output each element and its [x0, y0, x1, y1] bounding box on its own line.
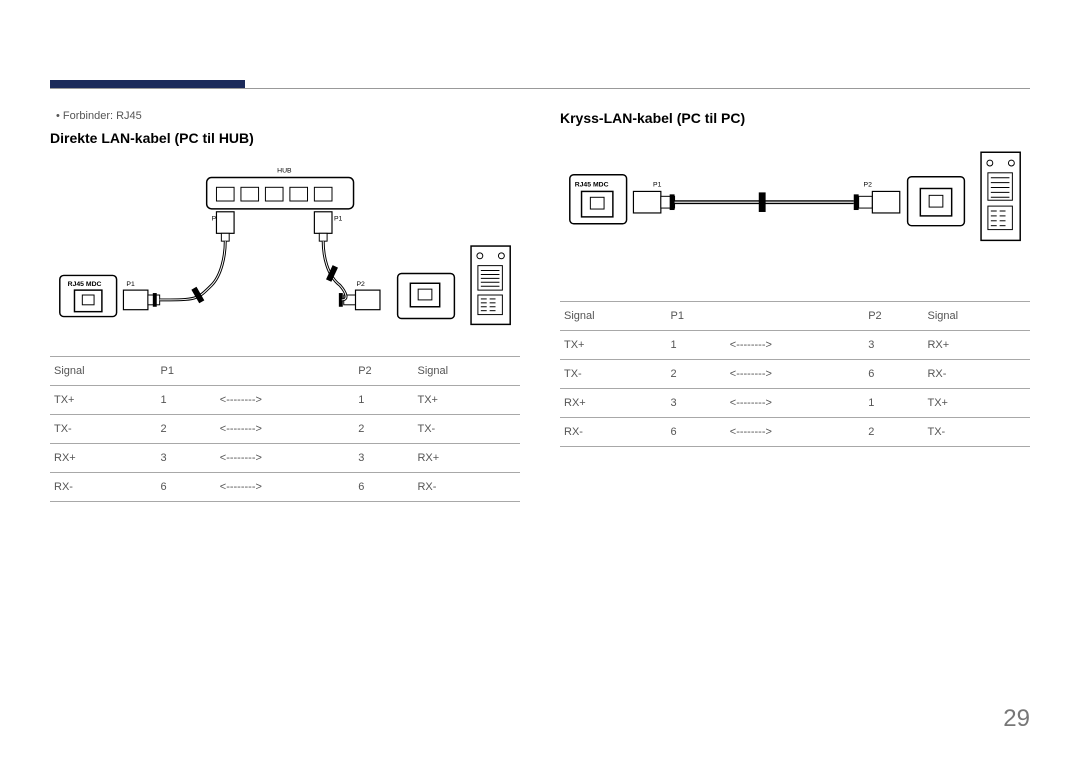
col-signal-1: Signal — [50, 357, 157, 386]
content-area: Forbinder: RJ45 Direkte LAN-kabel (PC ti… — [50, 110, 1030, 502]
right-p2-label: P2 — [356, 281, 365, 288]
col-p2: P2 — [354, 357, 413, 386]
table-row: TX+1<-------->1TX+ — [50, 386, 520, 415]
mdc-p1-label: P1 — [126, 281, 135, 288]
hub-label: HUB — [277, 168, 292, 175]
hub-ports — [216, 187, 332, 201]
pc-tower-icon — [471, 246, 510, 324]
table-header-row: Signal P1 P2 Signal — [50, 357, 520, 386]
wiring-table-cross: Signal P1 P2 Signal TX+1<-------->3RX+ T… — [560, 301, 1030, 447]
mdc-label-left: RJ45 MDC — [68, 281, 102, 288]
col-p1: P1 — [157, 357, 216, 386]
table-row: TX-2<-------->6RX- — [560, 360, 1030, 389]
table-row: RX+3<-------->3RX+ — [50, 444, 520, 473]
hub-plug-left — [216, 212, 234, 241]
col-signal-1: Signal — [560, 302, 667, 331]
col-p2: P2 — [864, 302, 923, 331]
plug-p1 — [633, 191, 674, 213]
header-accent-bar — [50, 80, 245, 88]
left-column: Forbinder: RJ45 Direkte LAN-kabel (PC ti… — [50, 110, 520, 502]
table-row: TX+1<-------->3RX+ — [560, 331, 1030, 360]
col-p1: P1 — [667, 302, 726, 331]
table-header-row: Signal P1 P2 Signal — [560, 302, 1030, 331]
hub-port-p1-label: P1 — [334, 216, 343, 223]
bullet-forbinder: Forbinder: RJ45 — [50, 110, 520, 122]
diagram-pc-to-hub: HUB P2 P1 RJ45 MDC — [50, 156, 520, 341]
page-number: 29 — [1003, 705, 1030, 733]
table-row: TX-2<-------->2TX- — [50, 415, 520, 444]
wiring-table-direct: Signal P1 P2 Signal TX+1<-------->1TX+ T… — [50, 356, 520, 502]
table-row: RX-6<-------->2TX- — [560, 418, 1030, 447]
table-row: RX+3<-------->1TX+ — [560, 389, 1030, 418]
col-arrow — [726, 302, 864, 331]
mdc-plug-left — [123, 290, 159, 310]
pc-tower-icon-cross — [981, 152, 1020, 240]
diagram-pc-to-pc: RJ45 MDC P1 P2 — [560, 136, 1030, 286]
col-signal-2: Signal — [923, 302, 1030, 331]
col-arrow — [216, 357, 354, 386]
col-signal-2: Signal — [413, 357, 520, 386]
header-rule — [50, 88, 1030, 89]
mdc-label-cross: RJ45 MDC — [575, 182, 609, 189]
right-column: Kryss-LAN-kabel (PC til PC) RJ45 MDC P1 … — [560, 110, 1030, 502]
cross-p2-label: P2 — [864, 182, 873, 189]
plug-p2 — [854, 191, 900, 213]
heading-direkte-lan: Direkte LAN-kabel (PC til HUB) — [50, 130, 520, 146]
heading-kryss-lan: Kryss-LAN-kabel (PC til PC) — [560, 110, 1030, 126]
hub-plug-right — [314, 212, 332, 241]
cross-p1-label: P1 — [653, 182, 662, 189]
table-row: RX-6<-------->6RX- — [50, 473, 520, 502]
